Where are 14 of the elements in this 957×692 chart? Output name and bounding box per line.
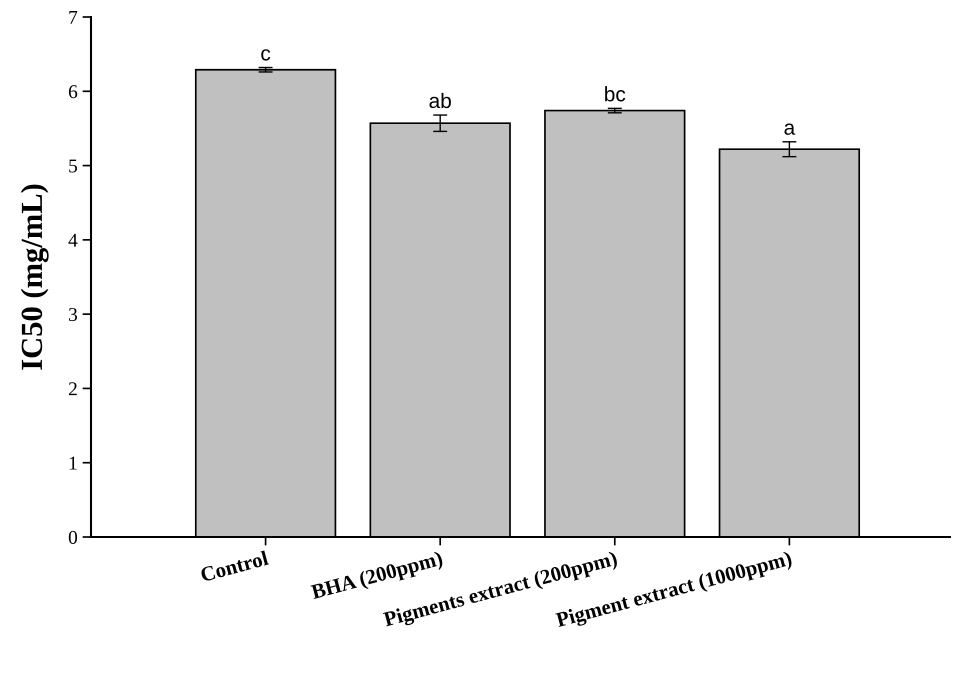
annotation: ab <box>429 92 451 108</box>
y-tick-label: 3 <box>69 308 78 322</box>
y-tick-label: 4 <box>68 234 78 247</box>
y-tick-label: 6 <box>68 85 78 98</box>
y-tick-label: 7 <box>69 11 78 24</box>
annotation: c <box>261 49 270 61</box>
annotation: a <box>784 123 796 135</box>
y-axis-title: IC50 (mg/mL) <box>20 184 49 370</box>
y-tick-label: 1 <box>70 456 77 470</box>
annotation: bc <box>605 86 626 102</box>
x-tick-label: Control <box>200 550 270 582</box>
y-tick-label: 2 <box>68 382 77 396</box>
y-tick-label: 0 <box>68 530 78 544</box>
y-tick-label: 5 <box>69 160 78 173</box>
